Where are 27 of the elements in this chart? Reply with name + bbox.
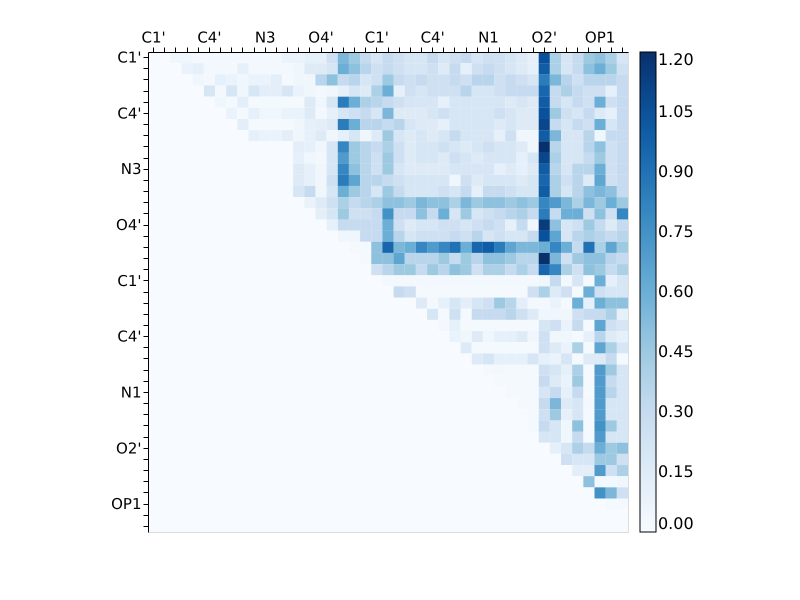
color-bar-label: 0.15	[658, 462, 694, 481]
color-bar-label: 0.75	[658, 222, 694, 241]
x-tick-label: C1'	[142, 28, 166, 46]
color-bar-label: 1.20	[658, 50, 694, 69]
y-tick-label: N1	[120, 383, 142, 402]
color-bar-label: 0.30	[658, 402, 694, 421]
y-tick-label: O4'	[116, 216, 142, 234]
x-tick-label: O4'	[308, 28, 334, 46]
x-tick-label: C4'	[197, 28, 222, 46]
color-bar-label: 0.90	[658, 162, 694, 181]
x-tick-label: N3	[254, 28, 276, 46]
x-tick-label: C4'	[420, 28, 445, 46]
y-tick-label: C4'	[117, 328, 142, 346]
y-tick-label: OP1	[111, 495, 142, 514]
y-tick-label: C1'	[117, 48, 142, 67]
x-tick-label: N1	[478, 28, 499, 46]
y-tick-label: O2'	[116, 439, 142, 458]
x-tick-label: O2'	[532, 28, 558, 46]
y-tick-label: C4'	[117, 104, 142, 122]
color-bar-label: 0.60	[658, 282, 694, 301]
color-bar-label: 0.45	[658, 342, 694, 361]
x-tick-label: OP1	[584, 28, 616, 46]
y-tick-label: C1'	[117, 272, 142, 290]
color-bar-label: 0.00	[658, 514, 694, 533]
color-bar-label: 1.05	[658, 102, 694, 121]
y-tick-label: N3	[120, 160, 142, 178]
x-tick-label: C1'	[364, 28, 389, 46]
